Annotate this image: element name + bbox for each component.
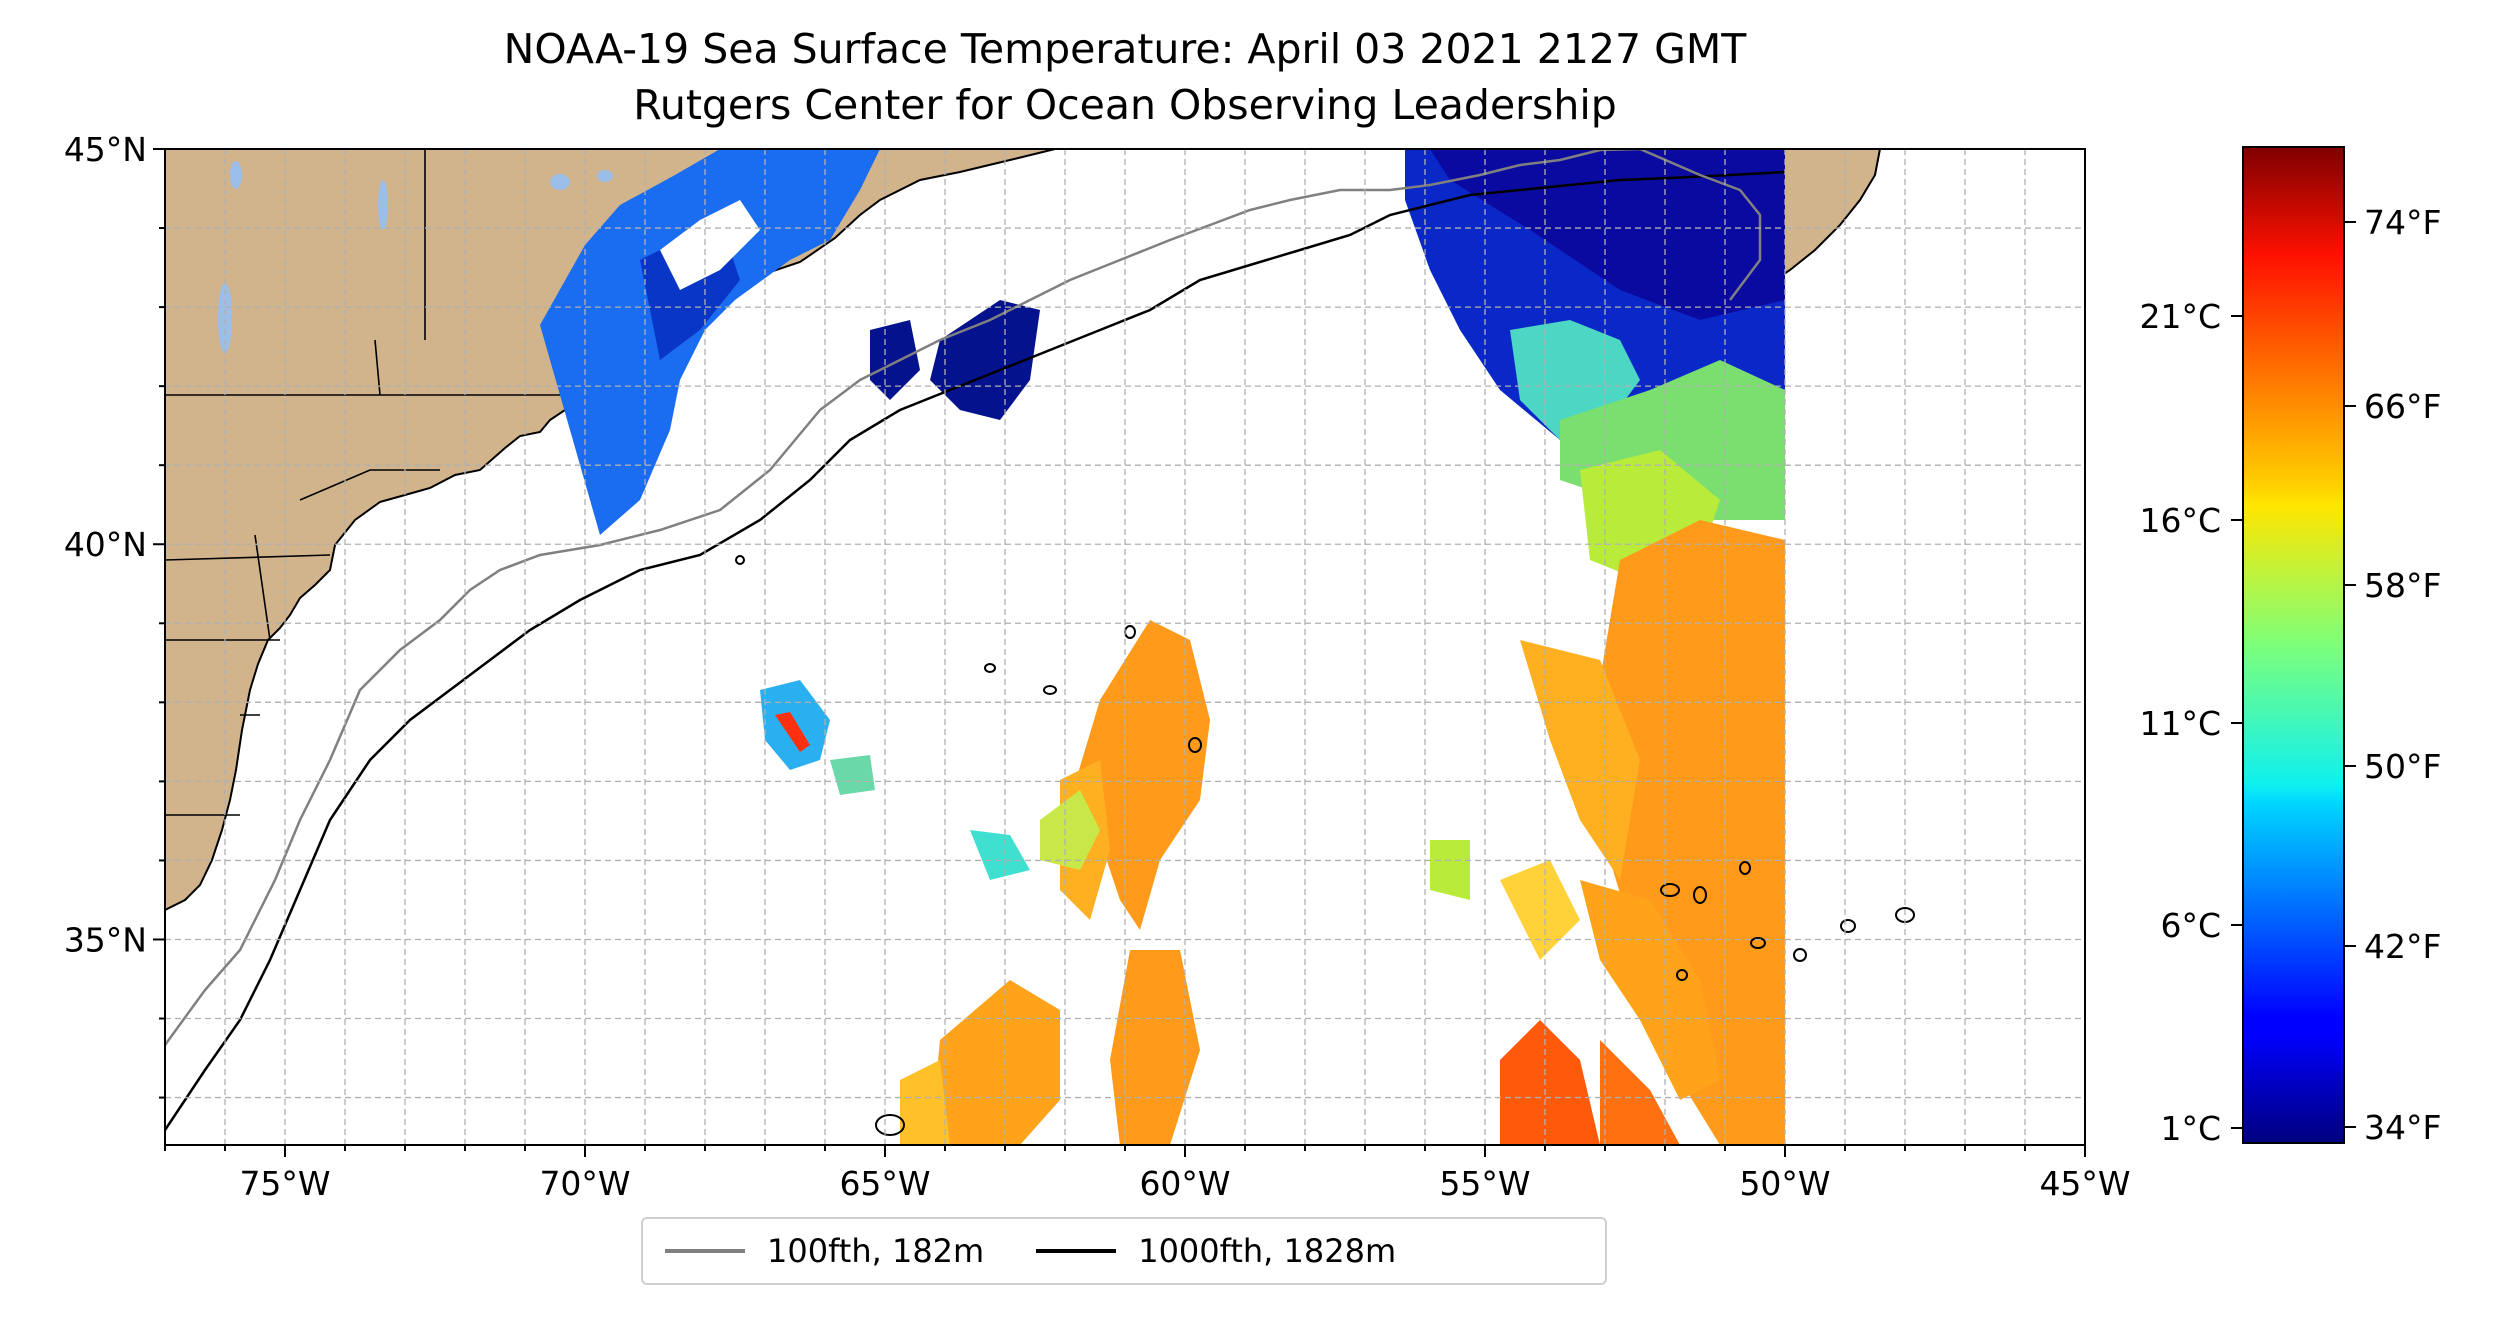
gridlines [165,149,2085,1145]
colorbar [2242,146,2345,1144]
state-borders [165,149,575,816]
colorbar-fahrenheit-label: 50°F [2364,747,2441,786]
legend-label: 1000fth, 1828m [1138,1232,1397,1270]
x-tick-label: 70°W [539,1164,630,1203]
colorbar-fahrenheit-ticks: 74°F 66°F 58°F 50°F 42°F 34°F [2344,203,2441,1147]
colorbar-celsius-label: 1°C [2160,1109,2221,1148]
legend-label: 100fth, 182m [767,1232,985,1270]
x-tick-label: 50°W [1739,1164,1830,1203]
sst-warm-east-band [1600,520,1785,1145]
x-tick-label: 65°W [839,1164,930,1203]
map-subtitle: Rutgers Center for Ocean Observing Leade… [633,81,1617,129]
colorbar-fahrenheit-label: 42°F [2364,927,2441,966]
y-tick-label: 35°N [64,920,147,959]
sst-warm-southeast [1500,1020,1600,1145]
y-tick-label: 45°N [64,130,147,169]
x-ticks: 75°W 70°W 65°W 60°W 55°W 50°W 45°W [164,1145,2131,1203]
map-title: NOAA-19 Sea Surface Temperature: April 0… [503,25,1747,73]
colorbar-celsius-label: 6°C [2160,906,2221,945]
colorbar-fahrenheit-label: 34°F [2364,1108,2441,1147]
contour-1000fth [165,170,1786,1131]
colorbar-celsius-label: 16°C [2139,501,2221,540]
x-tick-label: 45°W [2039,1164,2130,1203]
x-tick-label: 60°W [1139,1164,1230,1203]
colorbar-celsius-label: 11°C [2139,704,2221,743]
colorbar-celsius-ticks: 21°C 16°C 11°C 6°C 1°C [2139,297,2243,1148]
y-tick-label: 40°N [64,525,147,564]
x-tick-label: 55°W [1439,1164,1530,1203]
land-north-america [165,149,1056,912]
legend: 100fth, 182m 1000fth, 1828m [641,1217,1607,1285]
colorbar-fahrenheit-label: 58°F [2364,566,2441,605]
sst-gulf-of-maine [540,149,880,535]
y-ticks: 45°N 40°N 35°N [64,130,165,1099]
legend-item-100fth: 100fth, 182m [643,1232,984,1270]
sst-data [540,149,1785,1145]
legend-line-gray [665,1249,745,1253]
colorbar-fahrenheit-label: 74°F [2364,203,2441,242]
x-tick-label: 75°W [239,1164,330,1203]
legend-line-black [1036,1249,1117,1253]
legend-item-1000fth: 1000fth, 1828m [1014,1232,1396,1270]
colorbar-fahrenheit-label: 66°F [2364,387,2441,426]
colorbar-celsius-label: 21°C [2139,297,2221,336]
contour-100fth [165,149,1641,1046]
lakes [218,161,613,353]
